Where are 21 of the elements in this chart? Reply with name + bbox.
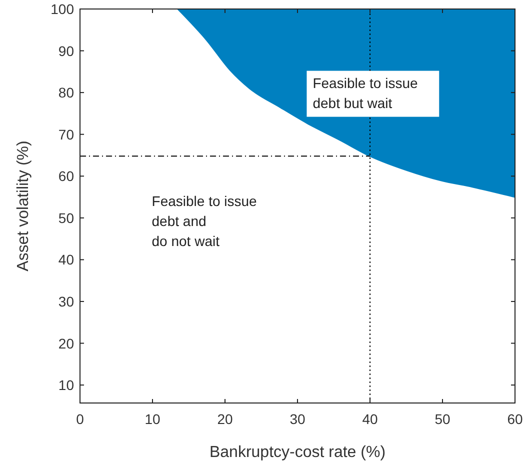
- x-tick-label: 30: [290, 411, 306, 427]
- x-tick-label: 50: [434, 411, 450, 427]
- y-tick-label: 90: [58, 42, 74, 59]
- x-tick-label: 20: [217, 411, 233, 427]
- x-tick-label: 40: [362, 411, 378, 427]
- x-tick-label: 60: [507, 411, 523, 427]
- y-tick-label: 40: [58, 252, 74, 268]
- y-tick-label: 20: [58, 335, 74, 352]
- annotation: Feasible to issue debt and do not wait: [152, 193, 258, 249]
- y-tick-label: 10: [58, 377, 74, 394]
- x-axis-title: Bankruptcy-cost rate (%): [209, 444, 386, 461]
- y-tick-label: 80: [58, 84, 74, 101]
- y-tick-label: 30: [58, 293, 74, 310]
- y-tick-label: 70: [58, 126, 74, 142]
- annotation: Feasible to issue debt but wait: [312, 74, 418, 111]
- x-tick-label: 10: [144, 411, 160, 427]
- y-axis-title: Asset volatility (%): [15, 140, 32, 272]
- y-tick-label: 60: [58, 168, 74, 184]
- y-tick-label: 100: [50, 1, 74, 17]
- x-tick-label: 0: [76, 411, 84, 427]
- y-tick-label: 50: [58, 210, 74, 226]
